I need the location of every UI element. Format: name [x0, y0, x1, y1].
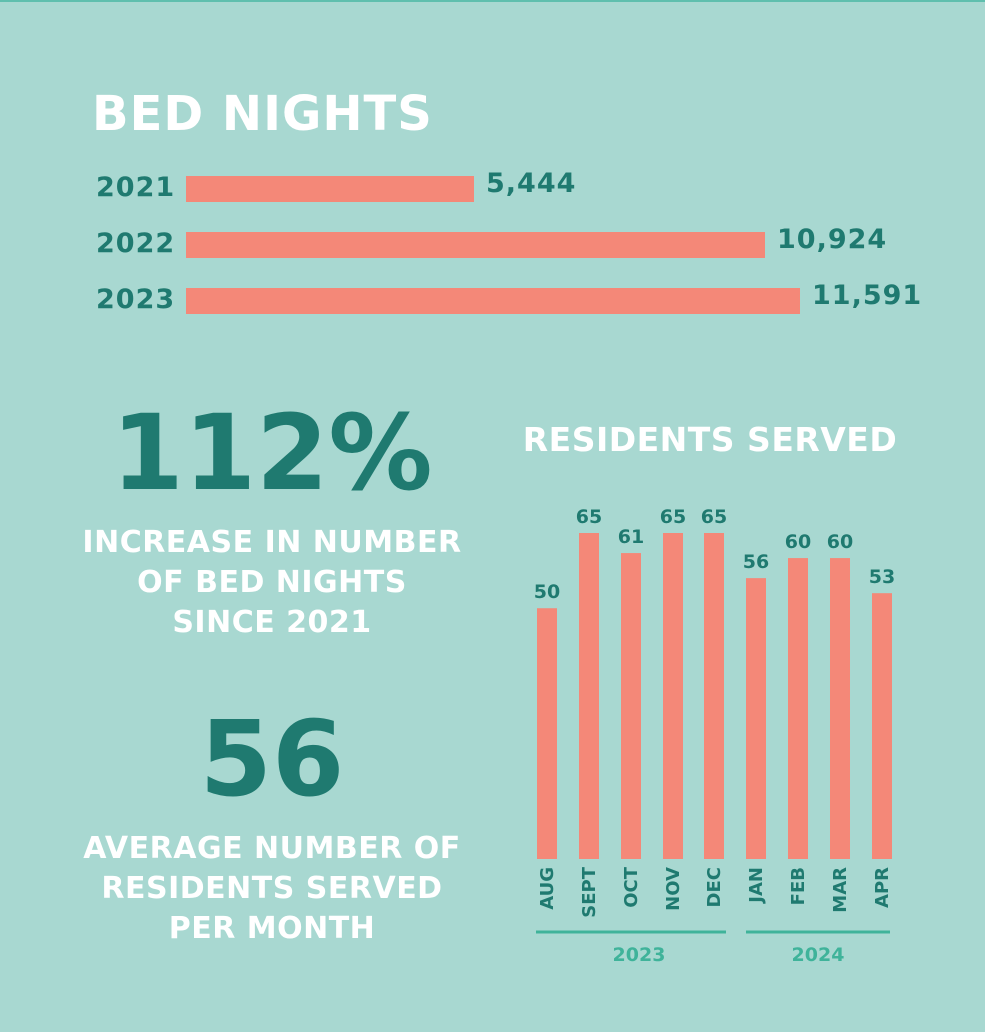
- increase-description: INCREASE IN NUMBER OF BED NIGHTS SINCE 2…: [42, 523, 502, 643]
- residents-value-label: 65: [701, 506, 727, 528]
- residents-month-label: JAN: [746, 867, 767, 905]
- residents-value-label: 60: [827, 531, 853, 553]
- increase-line: SINCE 2021: [172, 605, 372, 640]
- bed-nights-bar: [186, 288, 800, 314]
- residents-bar: [537, 608, 557, 859]
- residents-month-label: OCT: [621, 866, 642, 908]
- residents-value-label: 65: [576, 506, 602, 528]
- residents-bar: [621, 553, 641, 859]
- bed-nights-year-label: 2023: [96, 284, 176, 315]
- bed-nights-year-label: 2021: [96, 172, 176, 203]
- bed-nights-bar: [186, 176, 474, 202]
- residents-value-label: 50: [534, 581, 560, 603]
- residents-value-label: 60: [785, 531, 811, 553]
- bed-nights-value-label: 11,591: [812, 280, 923, 311]
- residents-month-label: AUG: [537, 867, 558, 910]
- residents-value-label: 53: [869, 566, 895, 588]
- residents-bar: [579, 533, 599, 859]
- average-line: PER MONTH: [168, 911, 376, 946]
- bed-nights-value-label: 10,924: [777, 224, 888, 255]
- residents-month-label: FEB: [788, 867, 809, 905]
- bed-nights-value-label: 5,444: [486, 168, 577, 199]
- year-group-label: 2023: [613, 944, 666, 966]
- residents-month-label: NOV: [663, 867, 684, 911]
- residents-bar: [704, 533, 724, 859]
- residents-month-label: APR: [872, 867, 893, 908]
- increase-line: INCREASE IN NUMBER: [82, 525, 462, 560]
- bed-nights-row: 2023 11,591: [0, 280, 985, 320]
- increase-line: OF BED NIGHTS: [137, 565, 407, 600]
- bed-nights-bar: [186, 232, 765, 258]
- year-group-label: 2024: [792, 944, 845, 966]
- residents-month-label: SEPT: [579, 866, 600, 917]
- residents-value-label: 56: [743, 551, 769, 573]
- residents-bar: [830, 558, 850, 859]
- bed-nights-title: BED NIGHTS: [92, 86, 433, 142]
- residents-month-label: MAR: [830, 867, 851, 913]
- residents-bar: [746, 578, 766, 859]
- residents-bar: [788, 558, 808, 859]
- bed-nights-row: 2021 5,444: [0, 168, 985, 208]
- top-border: [0, 0, 985, 2]
- residents-served-title: RESIDENTS SERVED: [522, 420, 898, 459]
- average-line: RESIDENTS SERVED: [101, 871, 443, 906]
- residents-bar: [663, 533, 683, 859]
- bed-nights-year-label: 2022: [96, 228, 176, 259]
- residents-month-label: DEC: [704, 867, 725, 907]
- average-line: AVERAGE NUMBER OF: [83, 831, 461, 866]
- residents-bar: [872, 593, 892, 859]
- bed-nights-row: 2022 10,924: [0, 224, 985, 264]
- average-description: AVERAGE NUMBER OF RESIDENTS SERVED PER M…: [42, 829, 502, 949]
- residents-value-label: 61: [618, 526, 644, 548]
- residents-value-label: 65: [660, 506, 686, 528]
- increase-percent: 112%: [111, 392, 433, 514]
- average-residents: 56: [199, 698, 345, 820]
